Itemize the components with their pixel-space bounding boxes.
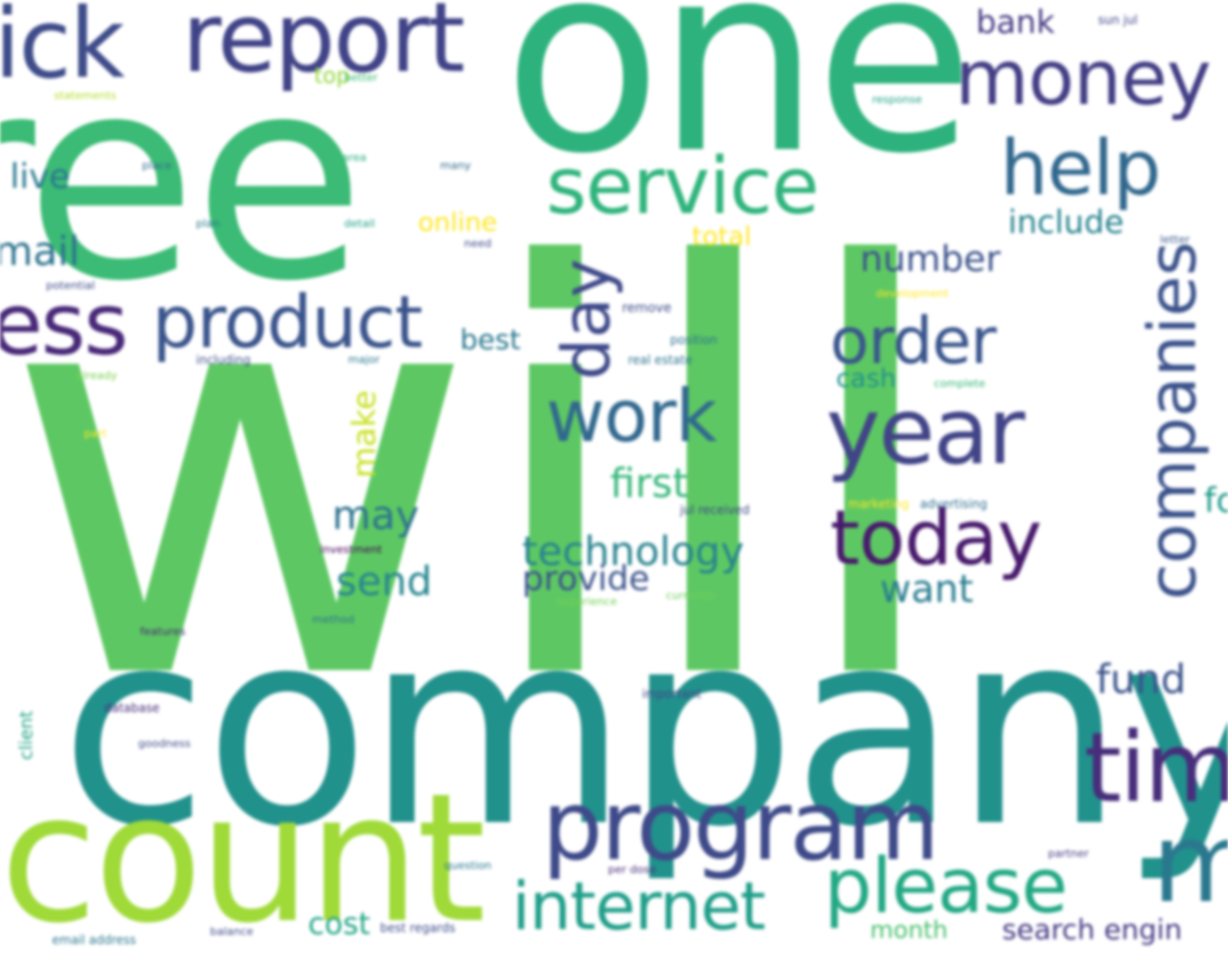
word-place: place (142, 159, 172, 172)
word-real-estate: real estate (628, 353, 693, 367)
word-jul-received: jul received (680, 503, 750, 517)
word-per-dose: per dose (608, 863, 656, 876)
word-count: count (0, 755, 486, 962)
word-question: question (444, 859, 492, 872)
word-method: method (312, 613, 355, 626)
word-work: work (546, 374, 717, 458)
word-internet: internet (512, 868, 766, 945)
word-important: important (642, 687, 702, 701)
word-include: include (1008, 203, 1124, 241)
word-marketing: marketing (848, 497, 910, 511)
word-live: live (10, 157, 70, 197)
word-plan: plan (196, 217, 220, 230)
word-day: day (548, 258, 625, 380)
word-including: including (196, 353, 251, 367)
word-goodness: goodness (138, 737, 191, 750)
word-response: response (872, 93, 922, 106)
word-year: year (826, 378, 1025, 485)
word-one: one (503, 0, 975, 211)
word-companies: companies (1134, 241, 1211, 600)
word-tim: tim (1084, 712, 1228, 824)
word-area: area (342, 151, 367, 164)
word-number: number (860, 239, 1001, 280)
word-send: send (336, 559, 433, 605)
word-fo: fo (1204, 481, 1228, 521)
word-want: want (880, 567, 974, 611)
word-mail: mail (0, 229, 80, 275)
word-month: month (870, 916, 948, 944)
word-better: better (344, 71, 378, 84)
word-part: part (84, 427, 107, 440)
word-currently: currently (666, 589, 716, 602)
word-already: already (76, 369, 118, 382)
word-report: report (182, 0, 465, 94)
word-balance: balance (210, 925, 254, 938)
word-potential: potential (46, 279, 95, 292)
word-service: service (546, 142, 819, 232)
word-top: top (314, 64, 351, 89)
word-best: best (460, 323, 521, 356)
word-order: order (830, 305, 997, 379)
word-partner: partner (1048, 847, 1089, 860)
word-many: many (440, 159, 471, 172)
word-letter: letter (1160, 233, 1190, 246)
word-need: need (464, 237, 492, 250)
word-search-engin: search engin (1002, 913, 1183, 946)
word-remove: remove (622, 301, 672, 316)
word-major: major (348, 353, 380, 366)
word-cash: cash (836, 364, 897, 394)
word-sun-jul: sun jul (1098, 13, 1138, 27)
word-program: program (542, 770, 940, 882)
word-advertising: advertising (920, 497, 988, 511)
word-statements: statements (54, 89, 117, 102)
word-first: first (610, 461, 689, 507)
word-ick: ick (0, 0, 125, 100)
word-client: client (16, 710, 37, 760)
word-provide: provide (522, 559, 650, 599)
word-today: today (830, 493, 1042, 582)
word-fund: fund (1096, 657, 1187, 703)
word-ess: ess (0, 275, 129, 375)
word-m: m (1152, 799, 1228, 927)
word-online: online (418, 208, 498, 238)
word-money: money (955, 33, 1211, 122)
word-company: company (60, 571, 1228, 886)
word-make: make (345, 390, 383, 478)
word-will: will (2, 151, 951, 803)
word-technology: technology (522, 529, 745, 575)
word-database: database (104, 701, 160, 715)
word-cost: cost (308, 907, 371, 942)
word-detail: detail (344, 217, 375, 230)
word-experience: experience (556, 595, 617, 608)
word-bank: bank (976, 3, 1055, 41)
word-product: product (152, 280, 423, 364)
word-position: position (670, 333, 718, 347)
word-complete: complete (934, 377, 986, 390)
word-email-address: email address (52, 933, 137, 947)
word-investment: investment (320, 543, 383, 556)
word-best-regards: best regards (380, 921, 456, 935)
word-please: please (824, 841, 1068, 930)
word-help: help (1000, 123, 1161, 212)
word-may: may (332, 493, 420, 539)
word-features: features (140, 625, 186, 638)
word-development: development (876, 287, 949, 300)
word-ree: ree (0, 17, 365, 343)
word-total: total (692, 222, 752, 252)
